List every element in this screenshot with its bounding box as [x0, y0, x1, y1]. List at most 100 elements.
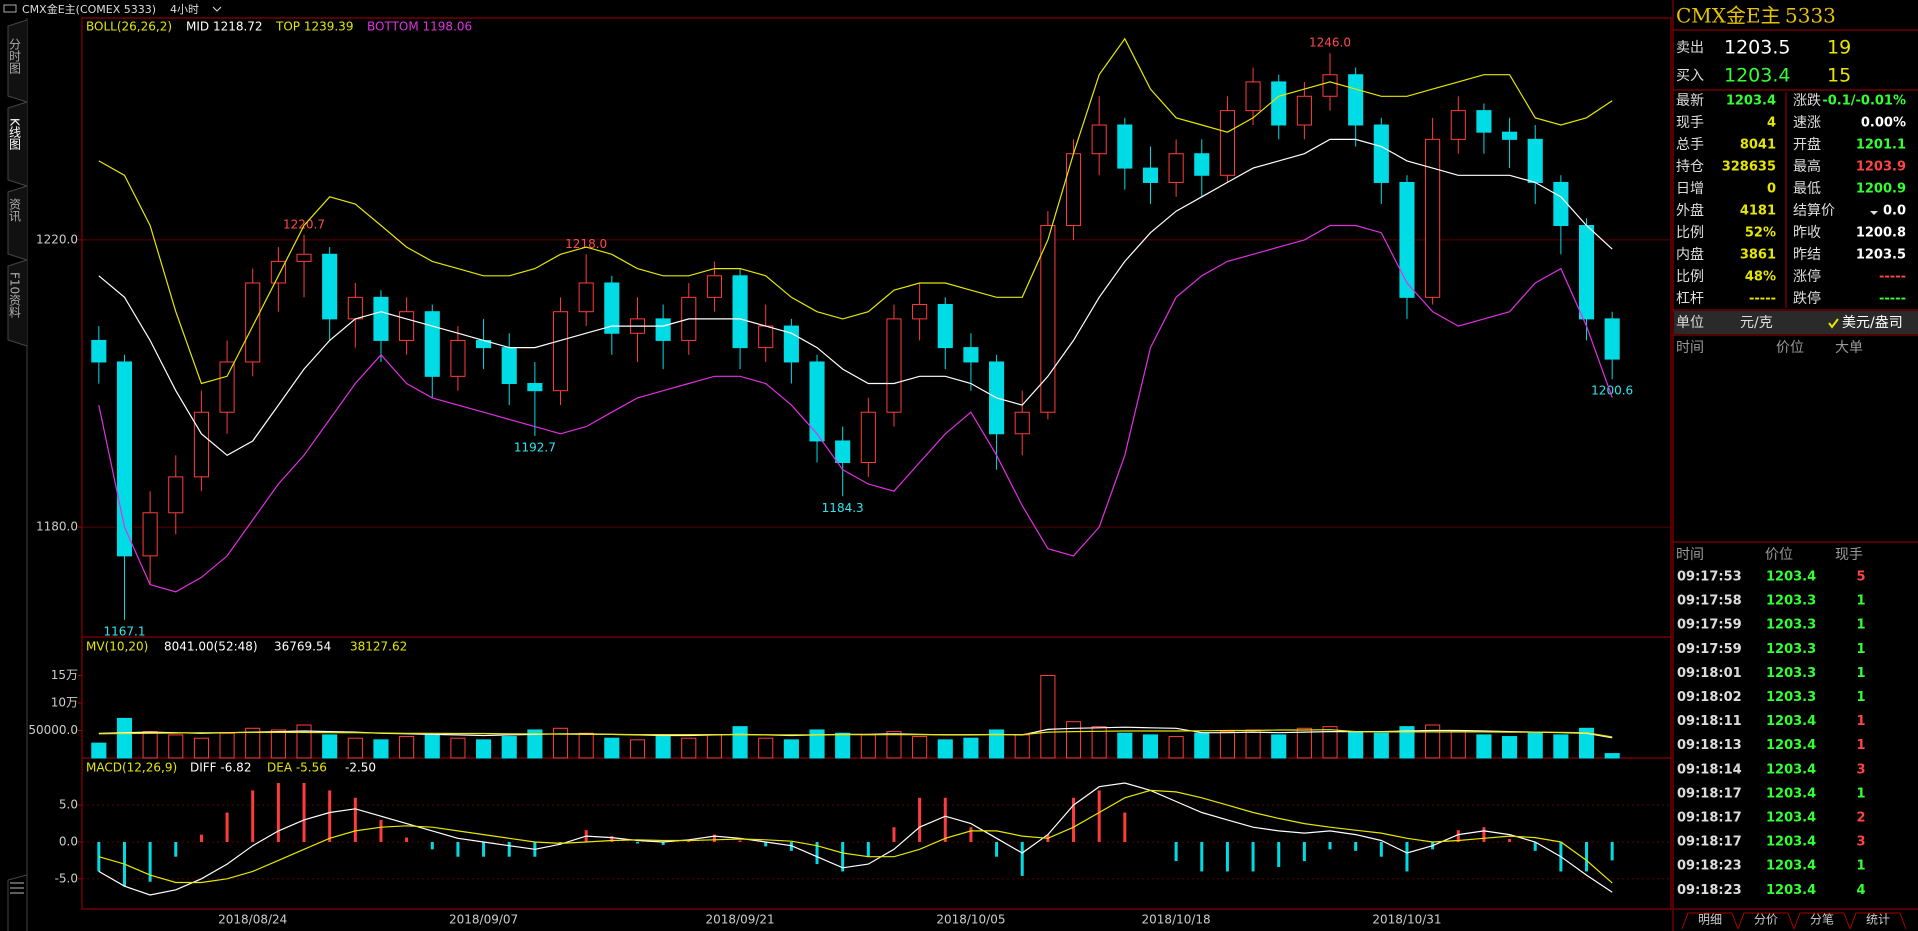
candle-body	[1091, 124, 1107, 155]
quote-volume: 19	[1827, 37, 1851, 59]
candle-body	[835, 440, 851, 464]
trade-time: 09:17:59	[1677, 618, 1742, 633]
y-tick-label: -5.0	[55, 871, 78, 885]
unit-row	[1674, 311, 1918, 334]
column-header: 现手	[1835, 547, 1863, 563]
volume-bar	[912, 736, 928, 759]
indicator-line	[98, 789, 1613, 884]
volume-bar	[270, 729, 286, 759]
volume-bar	[1578, 727, 1595, 759]
quote-volume: 15	[1827, 65, 1851, 87]
trade-time: 09:17:58	[1677, 594, 1742, 609]
stat-value: 4	[1767, 116, 1776, 131]
stat-label: 涨跌	[1793, 93, 1821, 109]
stat-value: -----	[1879, 292, 1906, 307]
sidebar-tab[interactable]: 分时图	[8, 38, 22, 74]
stat-value: 3861	[1740, 248, 1776, 263]
trade-price: 1203.3	[1766, 666, 1816, 681]
volume-bar	[501, 736, 517, 759]
trade-volume: 3	[1856, 835, 1865, 850]
stat-label: 现手	[1676, 115, 1704, 131]
top-title: CMX金E主(COMEX 5333)	[22, 2, 156, 16]
volume-bar	[1373, 732, 1389, 759]
candle-body	[860, 411, 876, 464]
tab: 统计	[1866, 913, 1890, 927]
trade-price: 1203.4	[1766, 762, 1816, 777]
candle-body	[193, 411, 209, 478]
trade-volume: 1	[1856, 738, 1865, 753]
icon	[3, 4, 17, 13]
trade-volume: 1	[1856, 666, 1865, 681]
volume-bar	[1527, 732, 1543, 759]
sidebar-tab[interactable]: F10资料	[8, 272, 22, 318]
trade-volume: 1	[1856, 642, 1865, 657]
volume-bar	[937, 739, 953, 759]
trade-volume: 1	[1856, 714, 1865, 729]
volume-bar	[1296, 727, 1312, 759]
y-tick-label: 10万	[51, 696, 78, 710]
candle-body	[552, 311, 569, 392]
legend-entry: BOTTOM 1198.06	[367, 20, 472, 34]
volume-bar	[552, 727, 569, 759]
candle-body	[1194, 153, 1210, 176]
legend-entry: MID 1218.72	[186, 20, 263, 34]
volume-bar	[219, 732, 235, 759]
y-tick-label: 1180.0	[36, 520, 78, 534]
volume-bar	[1245, 729, 1261, 759]
column-header: 时间	[1676, 340, 1704, 356]
tab: 明细	[1698, 913, 1722, 927]
candle-body	[1142, 167, 1159, 183]
sidebar-tab[interactable]: K线图	[8, 118, 22, 150]
volume-bar	[527, 729, 543, 759]
tab-shape[interactable]	[1793, 912, 1851, 930]
stat-label: 跌停	[1793, 290, 1821, 307]
dropdown-arrow[interactable]	[1870, 211, 1878, 215]
volume-bar	[1399, 726, 1415, 759]
candle-body	[1117, 124, 1133, 169]
trade-price: 1203.3	[1766, 594, 1816, 609]
period-select[interactable]: 4小时	[170, 3, 199, 16]
candle-body	[219, 361, 235, 413]
volume-bar	[835, 732, 851, 759]
check-mark	[1828, 318, 1839, 329]
candle-body	[809, 361, 825, 442]
chart-frame	[81, 17, 1672, 910]
tab-shape[interactable]	[1681, 912, 1739, 930]
stat-value: 0.00%	[1861, 116, 1906, 131]
indicator-title: MV(10,20)	[86, 640, 148, 654]
sidebar-tab[interactable]: 资讯	[8, 198, 22, 223]
candle-body	[399, 311, 415, 341]
candle-body	[1502, 131, 1518, 140]
legend-entry: 36769.54	[274, 640, 331, 654]
volume-bar	[1502, 736, 1518, 759]
candle-body	[296, 253, 312, 262]
sidebar-edge	[7, 874, 28, 931]
menu-icon[interactable]	[10, 882, 24, 894]
stat-value: -----	[1879, 270, 1906, 285]
candle-body	[1604, 318, 1620, 360]
trade-time: 09:17:59	[1677, 642, 1742, 657]
candle-body	[91, 339, 107, 363]
indicator-value: -2.50	[345, 761, 376, 775]
stat-label: 比例	[1676, 269, 1704, 285]
candle-body	[1450, 110, 1466, 140]
candle-body	[1014, 411, 1030, 435]
trade-time: 09:18:17	[1677, 786, 1742, 801]
volume-bar	[886, 731, 902, 759]
volume-bar	[578, 732, 594, 759]
sidebar-tabs	[7, 19, 28, 347]
y-tick-label: 15万	[51, 668, 78, 682]
trade-time: 09:18:17	[1677, 835, 1742, 850]
quote-name: CMX金E主	[1676, 4, 1781, 28]
volume-bar	[655, 736, 671, 759]
indicator-line	[98, 37, 1613, 385]
trade-volume: 1	[1856, 594, 1865, 609]
volume-bar	[681, 737, 697, 759]
unit-label: 单位	[1676, 315, 1704, 331]
volume-bar	[1450, 731, 1466, 759]
tab-shape[interactable]	[1849, 912, 1907, 930]
volume-bar	[1014, 734, 1030, 759]
tab-shape[interactable]	[1737, 912, 1795, 930]
volume-bar	[1091, 726, 1107, 759]
